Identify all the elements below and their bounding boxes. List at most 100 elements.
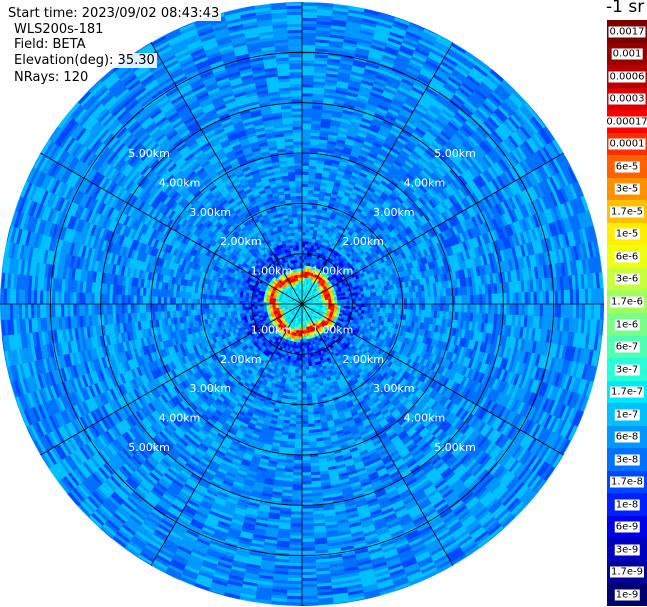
range-gate-cell: [557, 303, 562, 318]
range-gate-cell: [491, 303, 496, 315]
range-gate-cell: [301, 192, 309, 197]
range-gate-cell: [539, 291, 544, 305]
range-gate-cell: [449, 303, 453, 313]
range-gate-cell: [427, 303, 432, 312]
range-gate-cell: [388, 299, 393, 305]
range-gate-cell: [518, 303, 523, 316]
range-gate-cell: [439, 296, 444, 305]
range-gate-cell: [301, 74, 315, 79]
range-gate-cell: [494, 303, 499, 315]
range-gate-cell: [364, 307, 369, 312]
range-gate-cell: [379, 303, 384, 309]
range-gate-cell: [305, 219, 312, 224]
range-gate-cell: [421, 303, 426, 311]
range-gate-cell: [403, 298, 408, 305]
range-gate-cell: [376, 307, 381, 313]
range-gate-cell: [304, 240, 309, 245]
range-gate-cell: [301, 71, 315, 76]
range-gate-cell: [301, 210, 308, 215]
range-gate-cell: [458, 295, 462, 305]
range-gate-cell: [301, 246, 306, 251]
range-gate-cell: [418, 297, 423, 305]
range-gate-cell: [370, 296, 375, 301]
range-gate-cell: [301, 240, 306, 245]
range-gate-cell: [301, 144, 311, 148]
range-gate-cell: [446, 303, 450, 312]
range-gate-cell: [602, 303, 604, 321]
range-gate-cell: [455, 303, 459, 313]
range-gate-cell: [433, 296, 438, 305]
range-gate-cell: [515, 292, 520, 305]
range-gate-cell: [346, 298, 351, 302]
range-gate-cell: [379, 299, 384, 305]
range-gate-cell: [370, 299, 375, 305]
range-gate-cell: [536, 291, 541, 305]
range-gate-cell: [301, 189, 309, 194]
range-gate-cell: [301, 216, 307, 221]
range-gate-cell: [301, 180, 309, 185]
range-gate-cell: [418, 303, 423, 311]
range-gate-cell: [506, 292, 511, 305]
range-gate-cell: [373, 299, 378, 305]
range-gate-cell: [412, 297, 417, 305]
range-gate-cell: [361, 297, 366, 302]
range-gate-cell: [479, 303, 483, 314]
range-gate-cell: [406, 298, 411, 305]
range-gate-cell: [385, 303, 390, 309]
range-gate-cell: [301, 107, 313, 112]
range-gate-cell: [301, 135, 312, 139]
range-gate-cell: [337, 299, 341, 303]
range-gate-cell: [305, 225, 311, 230]
range-gate-cell: [301, 213, 307, 218]
range-gate-cell: [367, 303, 372, 308]
range-gate-cell: [497, 293, 502, 305]
range-gate-cell: [301, 86, 314, 91]
range-gate-cell: [458, 303, 462, 313]
range-gate-cell: [305, 228, 311, 233]
range-gate-cell: [379, 295, 384, 301]
range-gate-cell: [473, 303, 477, 314]
range-gate-cell: [364, 303, 369, 308]
range-gate-cell: [364, 300, 369, 305]
range-gate-cell: [521, 303, 526, 316]
range-gate-cell: [382, 307, 387, 314]
range-gate-cell: [491, 293, 496, 305]
range-gate-cell: [301, 195, 308, 200]
range-gate-cell: [436, 303, 441, 312]
range-gate-cell: [301, 83, 314, 88]
range-gate-cell: [461, 303, 465, 313]
range-gate-cell: [301, 243, 306, 248]
range-gate-cell: [382, 294, 387, 301]
range-gate-cell: [509, 292, 514, 305]
range-gate-cell: [301, 117, 313, 121]
range-gate-cell: [430, 296, 435, 305]
range-gate-cell: [470, 303, 474, 314]
range-gate-cell: [301, 228, 307, 233]
range-gate-cell: [301, 110, 313, 115]
range-gate-cell: [301, 120, 312, 124]
range-gate-cell: [542, 303, 547, 318]
range-gate-cell: [412, 303, 417, 311]
range-gate-cell: [301, 80, 314, 85]
range-gate-cell: [470, 294, 474, 305]
range-gate-cell: [301, 219, 307, 224]
range-gate-cell: [497, 303, 502, 315]
range-gate-cell: [305, 237, 310, 242]
range-gate-cell: [305, 234, 310, 239]
range-gate-cell: [352, 303, 357, 308]
range-gate-cell: [388, 303, 393, 309]
range-gate-cell: [409, 297, 414, 305]
range-gate-cell: [301, 183, 309, 188]
range-gate-cell: [403, 303, 408, 310]
range-gate-cell: [382, 303, 387, 309]
range-gate-cell: [370, 303, 375, 309]
range-gate-cell: [557, 290, 562, 305]
range-gate-cell: [575, 303, 580, 319]
range-gate-cell: [301, 56, 316, 61]
range-gate-cell: [446, 296, 450, 305]
range-gate-cell: [367, 307, 372, 312]
range-gate-cell: [355, 306, 360, 311]
range-gate-cell: [442, 296, 447, 305]
range-gate-cell: [301, 231, 307, 236]
